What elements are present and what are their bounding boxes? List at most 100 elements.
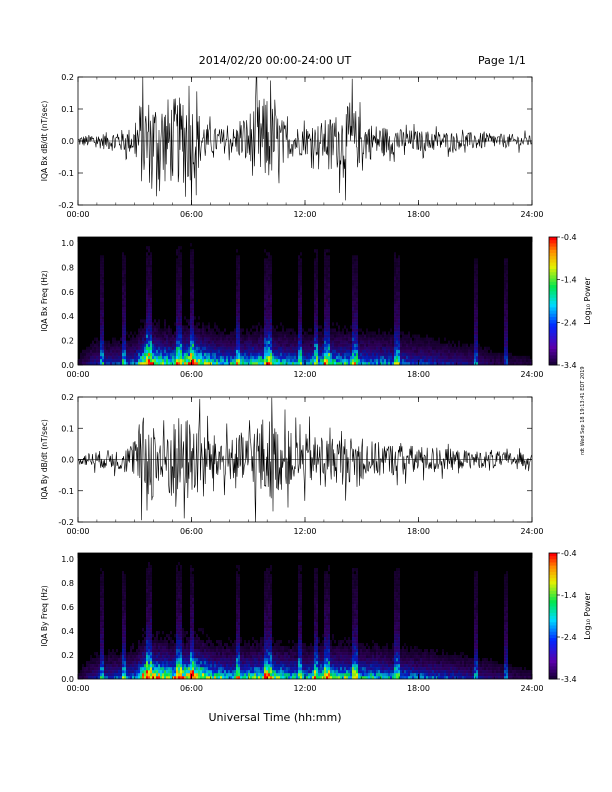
spectrogram-cell [474,273,476,277]
spectrogram-cell [352,325,354,329]
spectrogram-cell [148,592,150,596]
spectrogram-cell [232,655,234,659]
spectrogram-cell [124,352,126,357]
spectrogram-cell [116,655,118,659]
spectrogram-cell [506,273,508,277]
spectrogram-cell [324,352,326,357]
spectrogram-cell [104,673,106,677]
spectrogram-cell [202,334,204,338]
spectrogram-cell [468,349,470,354]
spectrogram-cell [210,673,212,677]
spectrogram-cell [206,658,208,662]
x-tick-label: 06:00 [180,210,203,219]
y-tick-label: -0.2 [58,518,74,527]
spectrogram-cell [150,343,152,348]
spectrogram-cell [506,307,508,311]
spectrogram-cell [192,577,194,581]
spectrogram-cell [176,619,178,623]
spectrogram-cell [394,337,396,341]
spectrogram-cell [332,334,334,338]
spectrogram-cell [138,670,140,674]
spectrogram-cell [264,613,266,617]
spectrogram-cell [320,358,322,363]
spectrogram-cell [178,297,180,302]
spectrogram-cell [116,676,118,680]
spectrogram-cell [376,346,378,351]
spectrogram-cell [166,661,168,665]
spectrogram-cell [146,574,148,578]
spectrogram-cell [374,337,376,341]
spectrogram-cell [192,294,194,299]
spectrogram-cell [132,652,134,656]
spectrogram-cell [276,325,278,329]
spectrogram-cell [184,358,186,363]
x-tick-label: 00:00 [66,527,89,536]
spectrogram-cell [144,355,146,360]
spectrogram-cell [144,352,146,357]
spectrogram-cell [236,297,238,302]
spectrogram-cell [122,288,124,293]
spectrogram-cell [248,676,250,680]
spectrogram-cell [338,358,340,363]
x-tick-label: 24:00 [520,370,543,379]
spectrogram-cell [324,361,326,366]
spectrogram-cell [470,352,472,357]
spectrogram-cell [116,658,118,662]
spectrogram-cell [262,349,264,354]
spectrogram-cell [504,340,506,344]
spectrogram-cell [222,343,224,348]
spectrogram-cell [210,643,212,647]
spectrogram-cell [134,358,136,363]
spectrogram-cell [194,325,196,329]
spectrogram-cell [182,361,184,366]
spectrogram-cell [196,661,198,665]
spectrogram-cell [168,355,170,360]
spectrogram-cell [230,640,232,644]
spectrogram-cell [224,334,226,338]
spectrogram-cell [152,328,154,332]
spectrogram-cell [300,276,302,280]
spectrogram-cell [146,649,148,653]
spectrogram-cell [118,664,120,668]
spectrogram-cell [152,667,154,671]
spectrogram-cell [318,349,320,354]
spectrogram-cell [404,358,406,363]
spectrogram-cell [140,655,142,659]
spectrogram-cell [142,676,144,680]
spectrogram-cell [122,322,124,326]
spectrogram-cell [260,346,262,351]
spectrogram-cell [180,676,182,680]
spectrogram-cell [164,361,166,366]
spectrogram-cell [182,631,184,635]
spectrogram-cell [528,361,530,366]
spectrogram-cell [294,358,296,363]
spectrogram-cell [200,328,202,332]
spectrogram-cell [238,664,240,668]
spectrogram-cell [354,316,356,320]
spectrogram-cell [190,322,192,326]
spectrogram-cell [326,279,328,284]
spectrogram-cell [126,670,128,674]
spectrogram-cell [350,343,352,348]
spectrogram-cell [310,352,312,357]
spectrogram-cell [102,343,104,348]
spectrogram-cell [140,670,142,674]
spectrogram-cell [334,361,336,366]
spectrogram-cell [164,337,166,341]
spectrogram-cell [124,616,126,620]
colorbar-band [549,317,557,321]
spectrogram-cell [238,613,240,617]
spectrogram-cell [476,346,478,351]
spectrogram-cell [150,255,152,259]
spectrogram-cell [352,316,354,320]
spectrogram-cell [202,343,204,348]
spectrogram-cell [322,346,324,351]
spectrogram-cell [228,343,230,348]
spectrogram-cell [364,349,366,354]
spectrogram-cell [122,637,124,641]
spectrogram-cell [422,346,424,351]
spectrogram-cell [140,676,142,680]
spectrogram-cell [188,670,190,674]
spectrogram-cell [122,646,124,650]
